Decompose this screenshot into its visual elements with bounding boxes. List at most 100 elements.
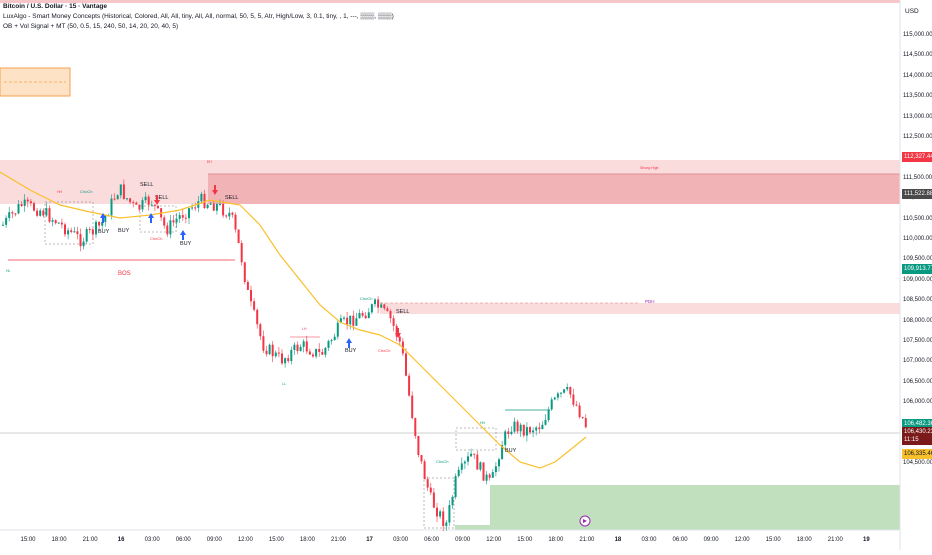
annotation-buy: BUY: [505, 448, 517, 454]
price-axis-label: 113,500.00: [903, 93, 932, 100]
annotation-choch: ChoCh: [436, 459, 448, 464]
time-axis-label: 06:00: [424, 537, 440, 543]
candle-body: [470, 453, 473, 457]
supply-zone-left: [0, 174, 208, 204]
candle-body: [284, 358, 287, 364]
candle-body: [420, 454, 423, 462]
candle-body: [150, 204, 153, 206]
candle-body: [194, 207, 197, 209]
candle-body: [14, 213, 17, 215]
candle-body: [104, 215, 107, 222]
candle-body: [566, 387, 569, 390]
candle-body: [346, 317, 349, 325]
candle-body: [501, 445, 504, 460]
candles-group: [2, 179, 587, 532]
price-axis-label: 111,500.00: [903, 174, 932, 181]
candle-body: [60, 222, 63, 225]
candle-body: [494, 466, 497, 473]
time-axis-label: 18:00: [796, 537, 812, 543]
price-axis-label: 115,000.00: [903, 32, 932, 38]
candle-body: [392, 318, 395, 326]
candle-body: [79, 234, 82, 247]
candle-body: [414, 418, 417, 436]
time-axis-label: 12:00: [734, 537, 750, 543]
candle-body: [318, 348, 321, 352]
candle-body: [575, 404, 578, 406]
annotation-choch: ChoCh: [80, 189, 92, 194]
candle-body: [206, 204, 209, 209]
candle-body: [95, 221, 97, 235]
candle-body: [451, 497, 454, 506]
time-axis-label: 15:00: [20, 537, 36, 543]
candle-body: [191, 207, 194, 209]
candle-body: [246, 281, 249, 290]
annotation-hh: HH: [480, 421, 486, 425]
candle-body: [544, 420, 547, 425]
candle-body: [578, 405, 581, 418]
candle-body: [225, 215, 228, 217]
candle-body: [200, 193, 203, 202]
price-badge: 106,335.46: [902, 449, 932, 459]
candle-body: [423, 461, 426, 480]
time-axis-label: 21:00: [579, 537, 595, 543]
candle-body: [188, 208, 190, 219]
candle-body: [138, 204, 141, 210]
candle-body: [70, 230, 73, 232]
price-axis-label: 113,000.00: [903, 113, 932, 120]
candle-body: [398, 336, 401, 342]
candle-body: [228, 212, 231, 217]
candle-body: [572, 394, 575, 405]
candle-body: [426, 479, 429, 488]
candle-body: [352, 315, 355, 326]
candle-body: [296, 344, 299, 352]
candle-body: [234, 214, 237, 230]
candle-body: [135, 202, 138, 205]
price-axis-label: 106,500.00: [903, 378, 932, 385]
candle-body: [101, 221, 104, 226]
candle-body: [48, 208, 51, 222]
supply-zone-main: [208, 174, 900, 204]
price-badge: 106,430.23: [902, 427, 932, 437]
time-axis-label: 21:00: [330, 537, 347, 543]
annotation-sell: SELL: [225, 195, 238, 201]
candle-body: [463, 461, 466, 464]
price-axis-label: 114,500.00: [903, 52, 932, 59]
legend-indicator-1[interactable]: LuxAlgo - Smart Money Concepts (Historic…: [3, 13, 394, 20]
candle-body: [42, 210, 45, 216]
candle-body: [172, 220, 175, 223]
annotations-group: BOS BUY BUY BUY BUY BUY SELL SELL SELL SELL ChoCh C…: [6, 160, 659, 464]
candle-body: [178, 215, 181, 219]
candle-body: [395, 325, 398, 337]
legend-indicator-2[interactable]: OB + Vol Signal + MT (50, 0.5, 15, 240, …: [3, 23, 179, 30]
pdh-zone: [380, 303, 900, 314]
candle-body: [157, 205, 159, 209]
candle-body: [339, 318, 342, 323]
candle-body: [581, 417, 584, 419]
price-badge: 111,522.88: [902, 189, 932, 199]
candle-body: [445, 522, 448, 527]
candle-body: [82, 241, 85, 247]
candle-body: [181, 215, 184, 218]
demand-zone-small: [455, 525, 491, 530]
time-axis-label: 12:00: [237, 537, 253, 543]
time-axis-label: 17: [366, 537, 373, 543]
annotation-pdh: PDH: [645, 299, 655, 304]
candle-body: [215, 204, 218, 211]
candle-body: [355, 318, 358, 326]
legend-symbol[interactable]: Bitcoin / U.S. Dollar · 15 · Vantage: [3, 3, 108, 10]
annotation-ll: LL: [282, 382, 286, 386]
annotation-sell: SELL: [155, 195, 168, 201]
time-axis-label: 03:00: [641, 537, 657, 543]
candle-body: [29, 201, 32, 204]
candle-body: [119, 184, 122, 196]
time-axis-label: 03:00: [144, 537, 160, 543]
candle-body: [73, 231, 76, 233]
candle-body: [88, 229, 91, 231]
candle-body: [408, 375, 411, 396]
candle-body: [411, 395, 414, 419]
candle-body: [364, 315, 367, 319]
candle-body: [386, 308, 389, 311]
currency-label[interactable]: USD: [905, 8, 919, 15]
